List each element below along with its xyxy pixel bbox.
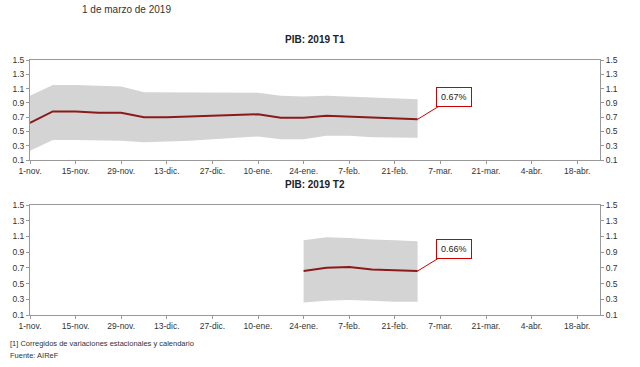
svg-text:29-nov.: 29-nov.: [107, 166, 135, 176]
svg-text:0.7: 0.7: [606, 263, 618, 273]
svg-text:1.1: 1.1: [606, 84, 618, 94]
svg-text:0.1: 0.1: [12, 155, 24, 165]
svg-text:0.66%: 0.66%: [441, 244, 467, 254]
svg-text:0.7: 0.7: [606, 112, 618, 122]
svg-text:0.5: 0.5: [12, 279, 24, 289]
svg-text:29-nov.: 29-nov.: [107, 321, 135, 331]
svg-text:0.9: 0.9: [606, 98, 618, 108]
svg-text:1.3: 1.3: [12, 69, 24, 79]
svg-text:7-feb.: 7-feb.: [338, 321, 360, 331]
svg-text:1.1: 1.1: [12, 84, 24, 94]
svg-text:0.5: 0.5: [606, 126, 618, 136]
svg-text:7-feb.: 7-feb.: [338, 166, 360, 176]
svg-text:18-abr.: 18-abr.: [564, 166, 590, 176]
svg-text:0.1: 0.1: [606, 310, 618, 320]
svg-text:1.3: 1.3: [606, 69, 618, 79]
svg-text:Fuente: AIReF: Fuente: AIReF: [10, 351, 59, 360]
svg-text:21-feb.: 21-feb.: [382, 166, 408, 176]
svg-text:0.67%: 0.67%: [441, 92, 467, 102]
svg-text:21-mar.: 21-mar.: [472, 166, 501, 176]
svg-text:1.5: 1.5: [12, 55, 24, 65]
svg-text:21-feb.: 21-feb.: [382, 321, 408, 331]
svg-text:1.5: 1.5: [12, 200, 24, 210]
svg-text:13-dic.: 13-dic.: [154, 321, 180, 331]
svg-text:1.5: 1.5: [606, 55, 618, 65]
svg-text:0.3: 0.3: [606, 141, 618, 151]
svg-text:21-mar.: 21-mar.: [472, 321, 501, 331]
svg-text:0.5: 0.5: [606, 279, 618, 289]
svg-text:1 de marzo de 2019: 1 de marzo de 2019: [82, 4, 171, 15]
svg-text:4-abr.: 4-abr.: [521, 321, 543, 331]
svg-text:0.9: 0.9: [12, 247, 24, 257]
svg-text:1.1: 1.1: [606, 231, 618, 241]
svg-text:[1] Corregidos de variaciones: [1] Corregidos de variaciones estacional…: [10, 339, 194, 348]
svg-text:0.9: 0.9: [12, 98, 24, 108]
svg-text:0.3: 0.3: [606, 294, 618, 304]
svg-text:1.3: 1.3: [606, 216, 618, 226]
svg-text:1.1: 1.1: [12, 231, 24, 241]
svg-text:27-dic.: 27-dic.: [200, 321, 226, 331]
svg-text:1-nov.: 1-nov.: [19, 166, 42, 176]
svg-text:0.3: 0.3: [12, 141, 24, 151]
svg-text:PIB: 2019 T2: PIB: 2019 T2: [285, 179, 345, 190]
svg-text:13-dic.: 13-dic.: [154, 166, 180, 176]
svg-text:15-nov.: 15-nov.: [62, 321, 90, 331]
svg-text:1-nov.: 1-nov.: [19, 321, 42, 331]
svg-text:0.3: 0.3: [12, 294, 24, 304]
svg-text:24-ene.: 24-ene.: [289, 166, 318, 176]
svg-text:18-abr.: 18-abr.: [564, 321, 590, 331]
svg-text:0.5: 0.5: [12, 126, 24, 136]
svg-text:0.9: 0.9: [606, 247, 618, 257]
svg-text:24-ene.: 24-ene.: [289, 321, 318, 331]
svg-text:7-mar.: 7-mar.: [428, 166, 452, 176]
svg-text:0.7: 0.7: [12, 112, 24, 122]
svg-text:4-abr.: 4-abr.: [521, 166, 543, 176]
svg-text:7-mar.: 7-mar.: [428, 321, 452, 331]
svg-text:0.7: 0.7: [12, 263, 24, 273]
svg-text:0.1: 0.1: [606, 155, 618, 165]
svg-text:1.5: 1.5: [606, 200, 618, 210]
svg-text:10-ene.: 10-ene.: [244, 166, 273, 176]
svg-text:PIB: 2019 T1: PIB: 2019 T1: [285, 34, 345, 45]
svg-text:1.3: 1.3: [12, 216, 24, 226]
svg-text:27-dic.: 27-dic.: [200, 166, 226, 176]
svg-text:10-ene.: 10-ene.: [244, 321, 273, 331]
svg-text:15-nov.: 15-nov.: [62, 166, 90, 176]
svg-text:0.1: 0.1: [12, 310, 24, 320]
